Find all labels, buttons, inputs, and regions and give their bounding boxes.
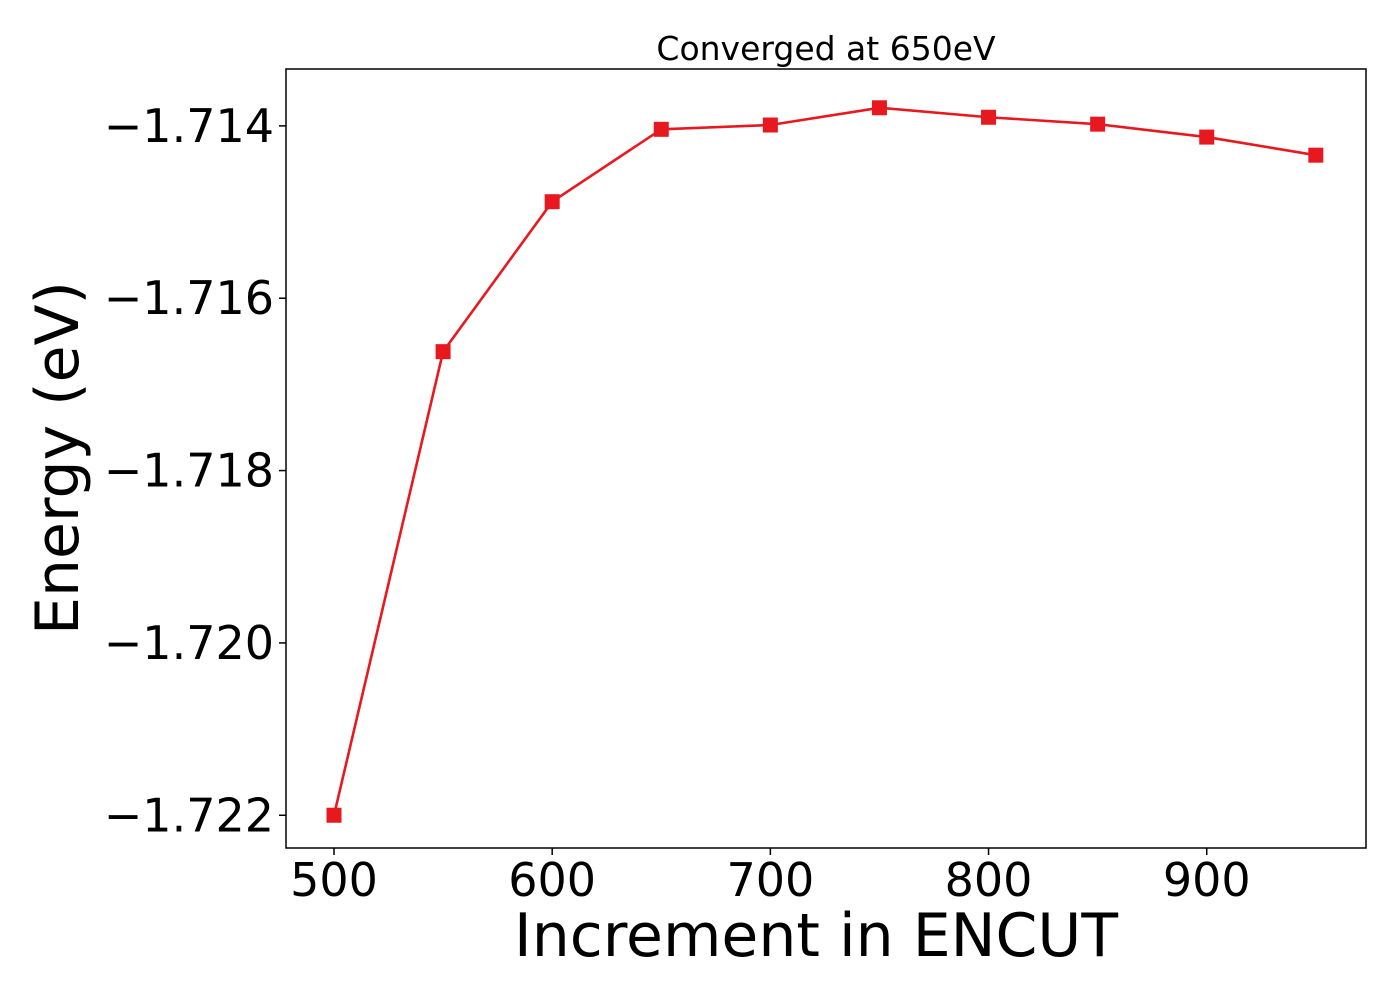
x-tick-label-900: 900 xyxy=(1163,853,1251,907)
data-point-800 xyxy=(981,109,997,125)
y-tick-label-3: −1.720 xyxy=(104,616,274,670)
plot-area xyxy=(326,100,1324,823)
data-point-550 xyxy=(435,344,451,360)
data-point-850 xyxy=(1090,116,1106,132)
y-tick-label-4: −1.722 xyxy=(104,788,274,842)
x-tick-label-600: 600 xyxy=(508,853,596,907)
data-point-950 xyxy=(1308,147,1324,163)
data-point-750 xyxy=(871,100,887,116)
chart-title: Converged at 650eV xyxy=(656,29,996,68)
data-point-900 xyxy=(1199,129,1215,145)
y-axis-label: Energy (eV) xyxy=(23,281,93,635)
data-point-650 xyxy=(653,121,669,137)
x-tick-label-800: 800 xyxy=(945,853,1033,907)
series-line-0 xyxy=(332,106,1317,816)
data-point-500 xyxy=(326,807,342,823)
data-point-700 xyxy=(762,117,778,133)
y-tick-label-0: −1.714 xyxy=(104,99,274,153)
x-tick-label-700: 700 xyxy=(726,853,814,907)
y-tick-label-1: −1.716 xyxy=(104,271,274,325)
axis-ticks: 500 600 700 800 900 −1.714 −1.716 −1.718 −1.720 −… xyxy=(104,99,1251,907)
data-point-600 xyxy=(544,194,560,210)
x-tick-label-500: 500 xyxy=(290,853,378,907)
plot-frame xyxy=(285,68,1367,849)
x-axis-label: Increment in ENCUT xyxy=(514,901,1118,971)
y-tick-label-2: −1.718 xyxy=(104,444,274,498)
